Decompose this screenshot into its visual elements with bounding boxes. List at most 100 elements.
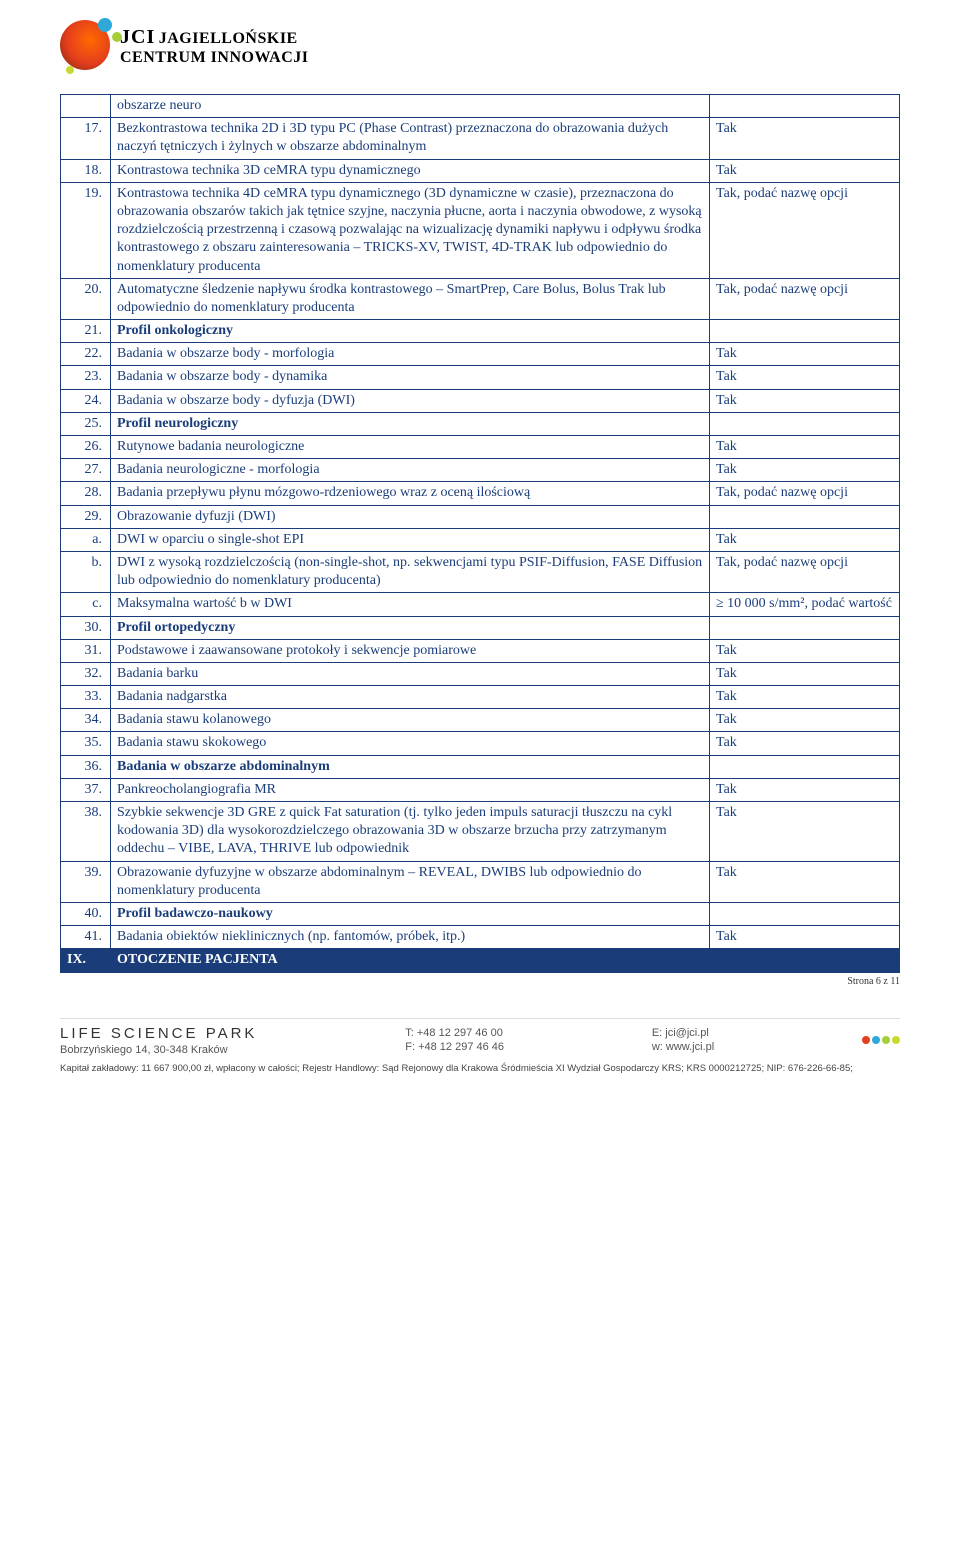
row-requirement: Tak, podać nazwę opcji: [710, 278, 900, 319]
logo-text: JCI JAGIELLOŃSKIE CENTRUM INNOWACJI: [120, 24, 309, 67]
row-number: 38.: [61, 802, 111, 862]
row-description: DWI w oparciu o single-shot EPI: [111, 528, 710, 551]
row-number: 23.: [61, 366, 111, 389]
footer-dots-icon: [862, 1036, 900, 1044]
row-requirement: Tak: [710, 639, 900, 662]
table-row: 21.Profil onkologiczny: [61, 320, 900, 343]
table-row: 35.Badania stawu skokowegoTak: [61, 732, 900, 755]
row-requirement: Tak: [710, 778, 900, 801]
row-requirement: Tak: [710, 366, 900, 389]
row-description: Obrazowanie dyfuzyjne w obszarze abdomin…: [111, 861, 710, 902]
table-row: 39.Obrazowanie dyfuzyjne w obszarze abdo…: [61, 861, 900, 902]
row-number: 28.: [61, 482, 111, 505]
row-requirement: ≥ 10 000 s/mm², podać wartość: [710, 593, 900, 616]
row-number: 17.: [61, 118, 111, 159]
row-description: Podstawowe i zaawansowane protokoły i se…: [111, 639, 710, 662]
row-number: 41.: [61, 926, 111, 949]
table-row: 33.Badania nadgarstkaTak: [61, 686, 900, 709]
row-number: 39.: [61, 861, 111, 902]
row-number: 35.: [61, 732, 111, 755]
table-row: 37.Pankreocholangiografia MRTak: [61, 778, 900, 801]
specification-table: obszarze neuro17.Bezkontrastowa technika…: [60, 94, 900, 973]
row-requirement: Tak: [710, 732, 900, 755]
row-description: Badania stawu kolanowego: [111, 709, 710, 732]
row-number: 24.: [61, 389, 111, 412]
row-requirement: Tak, podać nazwę opcji: [710, 482, 900, 505]
footer-kapital: Kapitał zakładowy: 11 667 900,00 zł, wpł…: [60, 1063, 900, 1075]
row-number: 18.: [61, 159, 111, 182]
row-number: 30.: [61, 616, 111, 639]
row-number: 20.: [61, 278, 111, 319]
row-description: Badania barku: [111, 662, 710, 685]
table-row: 40.Profil badawczo-naukowy: [61, 902, 900, 925]
row-description: Kontrastowa technika 3D ceMRA typu dynam…: [111, 159, 710, 182]
footer-tel: T: +48 12 297 46 00: [405, 1026, 504, 1040]
table-row: 22.Badania w obszarze body - morfologiaT…: [61, 343, 900, 366]
row-number: 27.: [61, 459, 111, 482]
table-row: 34.Badania stawu kolanowegoTak: [61, 709, 900, 732]
row-number: 19.: [61, 182, 111, 278]
table-row: IX.OTOCZENIE PACJENTA: [61, 949, 900, 972]
row-number: 31.: [61, 639, 111, 662]
row-description: obszarze neuro: [111, 95, 710, 118]
footer-email: E: jci@jci.pl: [652, 1026, 714, 1040]
row-description: Badania obiektów nieklinicznych (np. fan…: [111, 926, 710, 949]
row-description: Profil onkologiczny: [111, 320, 710, 343]
logo-ball-icon: [60, 20, 110, 70]
row-description: Profil neurologiczny: [111, 412, 710, 435]
row-requirement: Tak: [710, 389, 900, 412]
table-row: 28.Badania przepływu płynu mózgowo-rdzen…: [61, 482, 900, 505]
table-row: 38.Szybkie sekwencje 3D GRE z quick Fat …: [61, 802, 900, 862]
row-requirement: [710, 412, 900, 435]
row-number: 29.: [61, 505, 111, 528]
table-row: 18.Kontrastowa technika 3D ceMRA typu dy…: [61, 159, 900, 182]
row-description: Badania w obszarze body - morfologia: [111, 343, 710, 366]
row-requirement: [710, 755, 900, 778]
footer-fax: F: +48 12 297 46 46: [405, 1040, 504, 1054]
row-description: Badania w obszarze body - dynamika: [111, 366, 710, 389]
row-requirement: Tak, podać nazwę opcji: [710, 182, 900, 278]
table-row: 25.Profil neurologiczny: [61, 412, 900, 435]
row-number: 36.: [61, 755, 111, 778]
header-logo: JCI JAGIELLOŃSKIE CENTRUM INNOWACJI: [60, 20, 900, 70]
row-description: Badania neurologiczne - morfologia: [111, 459, 710, 482]
row-requirement: Tak: [710, 686, 900, 709]
row-description: Badania w obszarze abdominalnym: [111, 755, 710, 778]
row-number: 21.: [61, 320, 111, 343]
row-description: Bezkontrastowa technika 2D i 3D typu PC …: [111, 118, 710, 159]
row-description: Badania w obszarze body - dyfuzja (DWI): [111, 389, 710, 412]
row-description: DWI z wysoką rozdzielczością (non-single…: [111, 551, 710, 592]
dot-icon: [892, 1036, 900, 1044]
row-number: 26.: [61, 436, 111, 459]
row-requirement: [710, 95, 900, 118]
logo-jci: JCI: [120, 26, 155, 48]
dot-icon: [872, 1036, 880, 1044]
logo-line2: CENTRUM INNOWACJI: [120, 50, 309, 67]
row-requirement: Tak: [710, 159, 900, 182]
table-row: 24.Badania w obszarze body - dyfuzja (DW…: [61, 389, 900, 412]
row-requirement: Tak: [710, 709, 900, 732]
row-requirement: [710, 949, 900, 972]
row-requirement: Tak: [710, 662, 900, 685]
row-requirement: Tak: [710, 802, 900, 862]
row-description: Maksymalna wartość b w DWI: [111, 593, 710, 616]
row-number: 33.: [61, 686, 111, 709]
row-requirement: Tak: [710, 459, 900, 482]
table-row: 36.Badania w obszarze abdominalnym: [61, 755, 900, 778]
table-row: 32.Badania barkuTak: [61, 662, 900, 685]
table-row: 30.Profil ortopedyczny: [61, 616, 900, 639]
row-description: Kontrastowa technika 4D ceMRA typu dynam…: [111, 182, 710, 278]
dot-icon: [862, 1036, 870, 1044]
row-requirement: [710, 616, 900, 639]
row-description: Szybkie sekwencje 3D GRE z quick Fat sat…: [111, 802, 710, 862]
row-requirement: Tak: [710, 926, 900, 949]
footer-address: LIFE SCIENCE PARK Bobrzyńskiego 14, 30-3…: [60, 1024, 257, 1058]
table-row: obszarze neuro: [61, 95, 900, 118]
row-requirement: Tak: [710, 118, 900, 159]
row-requirement: Tak: [710, 343, 900, 366]
row-description: Profil badawczo-naukowy: [111, 902, 710, 925]
row-number: c.: [61, 593, 111, 616]
table-row: 27.Badania neurologiczne - morfologiaTak: [61, 459, 900, 482]
page-number: Strona 6 z 11: [60, 975, 900, 988]
row-description: Obrazowanie dyfuzji (DWI): [111, 505, 710, 528]
